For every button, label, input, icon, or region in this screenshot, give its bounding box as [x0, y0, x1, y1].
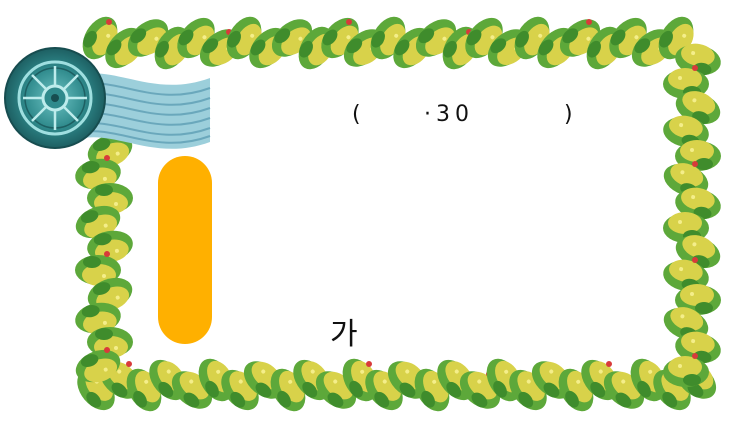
dharma-wheel-icon — [4, 47, 106, 149]
leaf-garland-border — [69, 10, 726, 418]
date-text: ·30 — [424, 102, 474, 127]
open-paren: ( — [352, 102, 361, 127]
close-paren: ) — [564, 102, 573, 127]
orange-bar — [158, 156, 212, 344]
hangul-character: 가 — [330, 317, 358, 352]
